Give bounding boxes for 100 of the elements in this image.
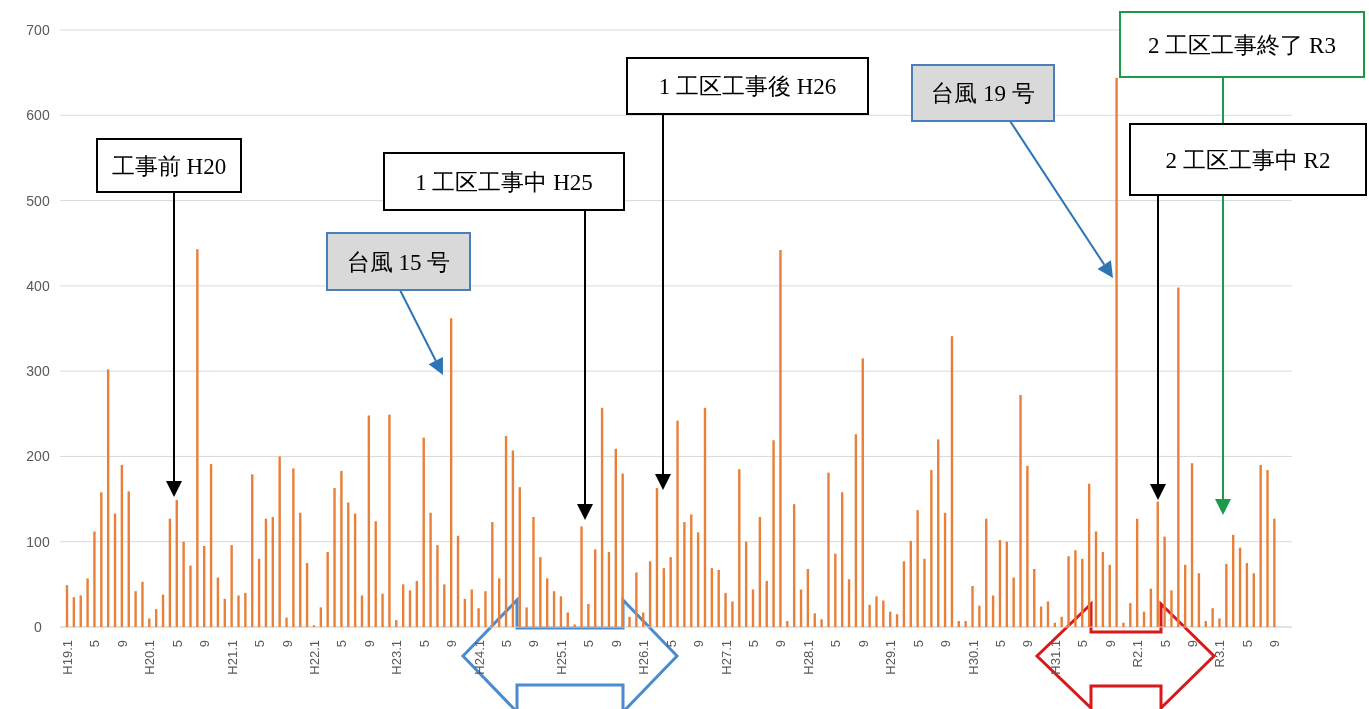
bar: [381, 593, 384, 627]
bar: [182, 541, 185, 627]
bar: [1211, 608, 1214, 627]
x-tick-label: 9: [1102, 640, 1118, 648]
bar: [923, 558, 926, 627]
x-tick-label: 5: [1157, 640, 1173, 648]
y-tick-label: 400: [26, 277, 50, 294]
x-tick-label: 5: [992, 640, 1008, 648]
bar: [573, 624, 576, 627]
x-tick-label: H28.1: [800, 640, 816, 675]
x-tick-label: H27.1: [718, 640, 734, 675]
bar: [628, 616, 631, 627]
x-tick-label: H29.1: [883, 640, 899, 675]
bar: [580, 526, 583, 627]
x-tick-label: 9: [361, 640, 377, 648]
x-tick-label: 9: [114, 640, 130, 648]
bar: [676, 420, 679, 627]
bar: [1218, 618, 1221, 627]
bar: [443, 584, 446, 627]
x-tick-label: H22.1: [306, 640, 322, 675]
bar: [1259, 464, 1262, 627]
bar: [978, 605, 981, 627]
y-tick-label: 0: [34, 619, 43, 635]
bar: [635, 572, 638, 627]
bar: [882, 600, 885, 627]
y-tick-label: 700: [26, 22, 50, 38]
x-tick-label: H24.1: [471, 640, 487, 675]
bar: [724, 592, 727, 627]
y-tick-label: 200: [26, 448, 50, 465]
bar: [1266, 470, 1269, 627]
bar: [436, 545, 439, 627]
annotation: 工事前 H20: [111, 153, 227, 179]
x-tick-label: 9: [855, 640, 871, 648]
bar: [621, 473, 624, 627]
bar: [285, 617, 288, 627]
annotation: 2 工区工事終了 R3: [1148, 32, 1336, 58]
x-tick-label: 9: [526, 640, 542, 648]
bar: [1129, 603, 1132, 627]
bar: [587, 603, 590, 627]
x-tick-label: H26.1: [636, 640, 652, 675]
bar: [669, 557, 672, 627]
bar: [779, 250, 782, 627]
x-tick-label: 5: [416, 640, 432, 648]
bar: [971, 586, 974, 627]
x-tick-label: H20.1: [142, 640, 158, 675]
bar: [134, 591, 137, 627]
x-tick-label: 5: [663, 640, 679, 648]
bar: [532, 516, 535, 627]
x-tick-label: 9: [773, 640, 789, 648]
bar: [148, 618, 151, 627]
bar: [772, 440, 775, 627]
y-tick-label: 100: [26, 533, 50, 550]
bar: [1225, 563, 1228, 627]
x-tick-label: H19.1: [60, 640, 75, 675]
x-tick-label: 9: [938, 640, 954, 648]
x-tick-label: 5: [1075, 640, 1091, 648]
annotation: 台風 19 号: [931, 81, 1035, 106]
bar: [1273, 518, 1276, 627]
bar: [875, 596, 878, 627]
bar: [196, 249, 199, 627]
bar: [1177, 287, 1180, 627]
x-tick-label: H25.1: [553, 640, 569, 675]
x-tick-label: 9: [1267, 640, 1283, 648]
bar: [100, 492, 103, 627]
x-tick-label: 9: [608, 640, 624, 648]
x-tick-label: 9: [1185, 640, 1201, 648]
bar: [525, 607, 528, 627]
bar: [1163, 536, 1166, 627]
bar: [827, 472, 830, 627]
bar: [477, 608, 480, 627]
x-tick-label: 5: [252, 640, 268, 648]
x-tick-label: 9: [1020, 640, 1036, 648]
y-tick-label: 600: [26, 107, 50, 124]
x-tick-label: 9: [691, 640, 707, 648]
bar: [731, 601, 734, 627]
x-tick-label: 5: [1239, 640, 1255, 648]
bar: [292, 468, 295, 627]
bar: [1074, 550, 1077, 627]
bar: [834, 553, 837, 627]
bar: [388, 414, 391, 627]
x-tick-label: H21.1: [224, 640, 240, 675]
bar: [244, 592, 247, 627]
bar: [429, 512, 432, 627]
bar: [340, 470, 343, 627]
bar: [868, 604, 871, 627]
bar: [326, 551, 329, 627]
bar: [1122, 622, 1125, 627]
bar: [1019, 395, 1022, 627]
y-tick-label: 500: [26, 192, 50, 209]
annotation: 1 工区工事中 H25: [415, 169, 593, 195]
x-tick-label: 9: [444, 640, 460, 648]
x-tick-label: 5: [910, 640, 926, 648]
bar: [1012, 577, 1015, 627]
bar: [86, 578, 89, 627]
annotation: 2 工区工事中 R2: [1165, 147, 1331, 173]
bar: [1026, 465, 1029, 627]
bar: [333, 487, 336, 627]
bar: [964, 621, 967, 627]
x-tick-label: 5: [169, 640, 185, 648]
x-tick-label: R3.1: [1212, 640, 1228, 668]
